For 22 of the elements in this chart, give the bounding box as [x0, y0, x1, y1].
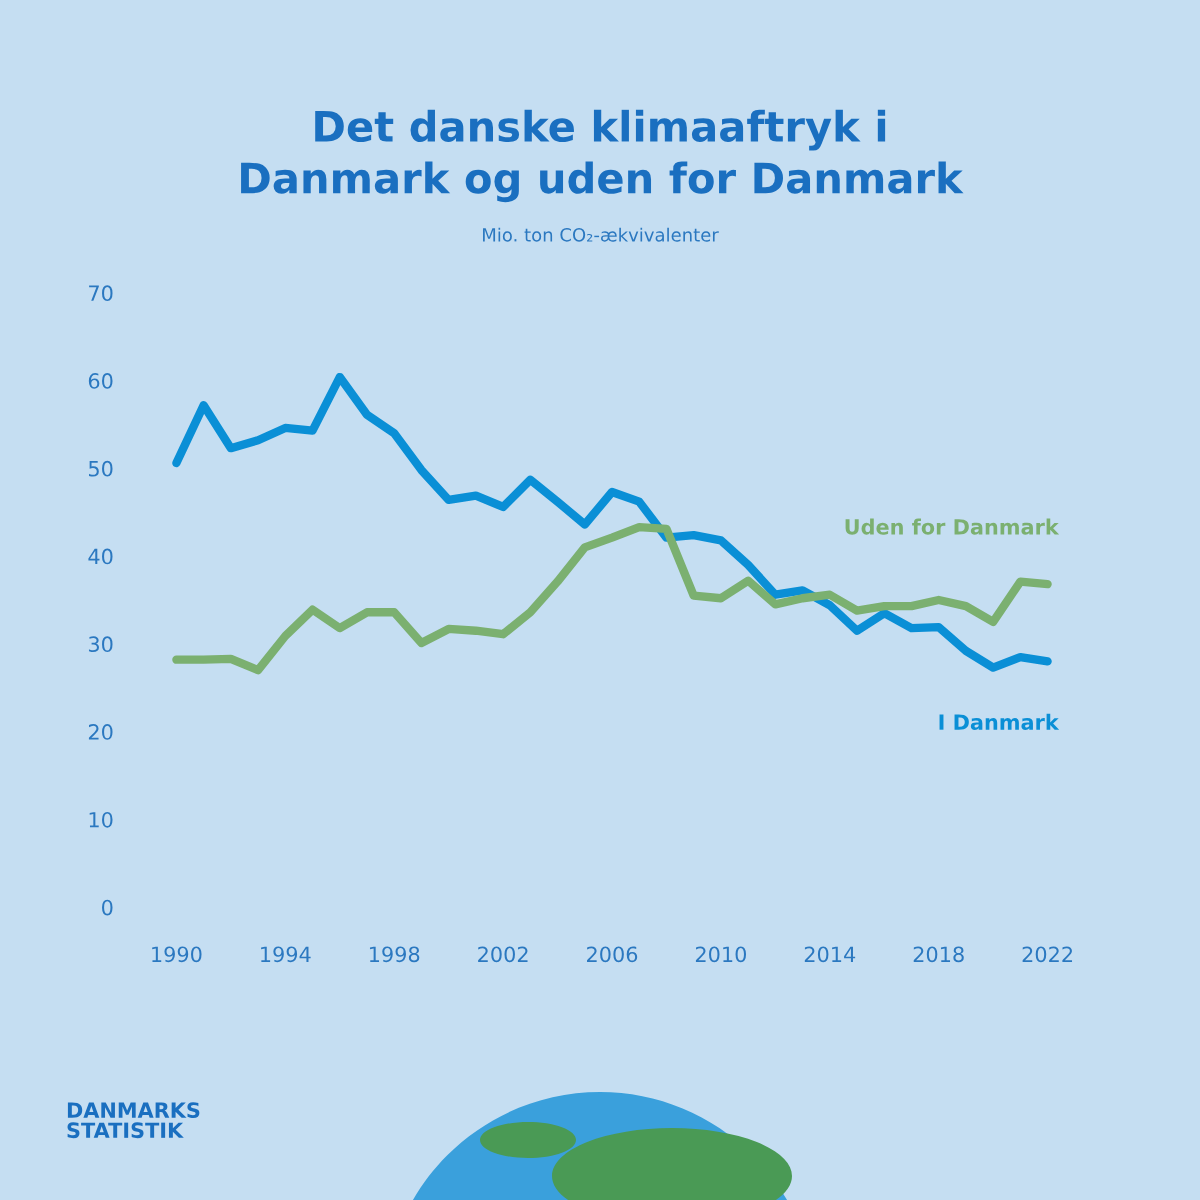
y-tick-label: 40: [88, 548, 113, 565]
x-tick-label: 2022: [1022, 946, 1073, 963]
text: DANMARKS STATISTIK: [67, 1102, 200, 1139]
chart-title: Det danske klimaaftryk i Danmark og uden for Danmark: [241, 109, 964, 203]
x-tick-label: 2002: [478, 946, 528, 963]
y-tick-label: 10: [89, 811, 113, 828]
y-tick-label: 0: [102, 899, 113, 916]
x-tick-label: 2018: [913, 946, 964, 963]
y-tick-label: 60: [88, 373, 113, 389]
x-tick-label: 2006: [587, 946, 638, 963]
y-tick-label: 20: [88, 724, 113, 740]
text: I Danmark: [939, 713, 1060, 730]
text: Uden for Danmark: [845, 518, 1060, 535]
x-tick-label: 1990: [152, 946, 202, 963]
x-tick-label: 1998: [369, 946, 420, 963]
x-tick-label: 2014: [804, 946, 856, 963]
x-tick-label: 2010: [695, 946, 747, 963]
chart-subtitle: Mio. ton CO₂-ækvivalenter: [483, 227, 719, 242]
y-tick-label: 70: [89, 285, 113, 302]
y-tick-label: 50: [89, 460, 113, 477]
x-tick-label: 1994: [261, 946, 311, 963]
y-tick-label: 30: [88, 636, 113, 653]
